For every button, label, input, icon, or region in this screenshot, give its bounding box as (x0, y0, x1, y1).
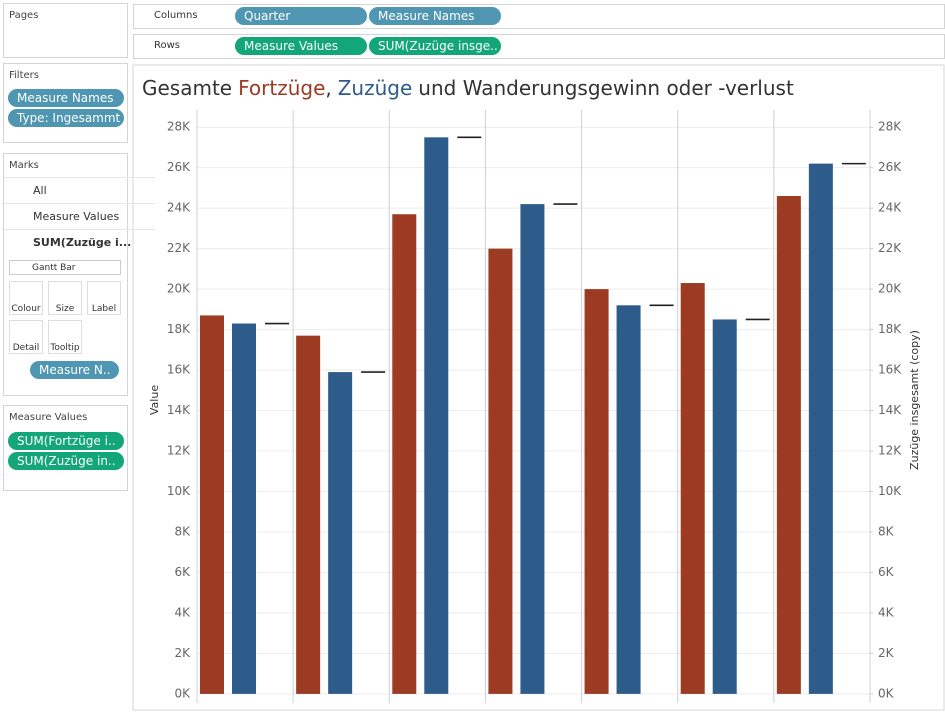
pill[interactable]: Measure Values (235, 37, 367, 55)
pill[interactable]: Measure Names (369, 7, 501, 25)
chart-title: Gesamte Fortzüge, Zuzüge und Wanderungsgewi… (142, 76, 800, 100)
y-tick-label: 26K (167, 160, 191, 174)
y2-axis-label: Zuzüge insgesamt (copy) (908, 330, 921, 470)
pill[interactable]: Quarter (235, 7, 367, 25)
shelf-label: Columns (154, 10, 198, 21)
card-title: Measure Values (9, 412, 88, 423)
marks-button[interactable]: Detail (9, 320, 43, 354)
title-text: , (325, 76, 332, 100)
bar (232, 323, 256, 694)
bar (808, 163, 833, 694)
card-title: Pages (9, 10, 39, 21)
pill[interactable]: SUM(Fortzüge i.. (8, 432, 124, 450)
pill[interactable]: SUM(Zuzüge insge.. (369, 37, 501, 55)
title-series: Fortzüge (238, 76, 326, 100)
bar (680, 283, 705, 694)
bar (776, 196, 801, 694)
bar (200, 315, 224, 694)
y2-tick-label: 14K (878, 403, 902, 417)
y-tick-label: 0K (174, 686, 191, 700)
bar (616, 305, 641, 694)
y-tick-label: 22K (167, 241, 191, 255)
bar (520, 204, 545, 694)
y-tick-label: 18K (167, 322, 191, 336)
y2-tick-label: 26K (878, 160, 902, 174)
pill[interactable]: Measure Names (8, 89, 124, 107)
y-tick-label: 2K (174, 646, 191, 660)
bar (392, 214, 417, 694)
bar (424, 137, 449, 694)
y2-tick-label: 2K (878, 646, 895, 660)
columns-shelf[interactable]: Columns Quarter Measure Names (133, 4, 945, 29)
y2-tick-label: 4K (878, 605, 895, 619)
y2-tick-label: 0K (878, 686, 895, 700)
marks-button[interactable]: Label (87, 281, 121, 315)
bar (712, 319, 737, 694)
y2-tick-label: 6K (878, 565, 895, 579)
y-tick-label: 12K (167, 444, 191, 458)
y2-tick-label: 24K (878, 201, 902, 215)
bar (488, 248, 513, 694)
title-series: Zuzüge (337, 76, 413, 100)
y-tick-label: 14K (167, 403, 191, 417)
bar (584, 289, 609, 694)
rows-shelf[interactable]: Rows Measure Values SUM(Zuzüge insge.. (133, 34, 945, 59)
y-tick-label: 6K (174, 565, 191, 579)
y2-tick-label: 20K (878, 282, 902, 296)
title-text: und Wanderungsgewinn oder -verlust (418, 76, 794, 100)
y-tick-label: 4K (174, 605, 191, 619)
marks-card: Marks All Measure Values SUM(Zuzüge i...… (3, 153, 155, 396)
y2-tick-label: 28K (878, 120, 902, 134)
y-tick-label: 10K (167, 484, 191, 498)
y2-tick-label: 22K (878, 241, 902, 255)
marks-item[interactable]: SUM(Zuzüge i... (4, 229, 155, 255)
y2-tick-label: 16K (878, 363, 902, 377)
shelf-label: Rows (154, 40, 181, 51)
marks-button[interactable]: Size (48, 281, 82, 315)
y-axis-label: Value (148, 385, 161, 415)
pill[interactable]: Measure N.. (30, 361, 119, 379)
pill[interactable]: Type: Ingesammt (8, 109, 124, 127)
card-title: Marks (9, 160, 39, 171)
y2-tick-label: 8K (878, 524, 895, 538)
bar (296, 335, 321, 694)
pages-card: Pages (3, 3, 128, 58)
mark-type-dropdown[interactable]: Gantt Bar (9, 260, 121, 275)
y2-tick-label: 10K (878, 484, 902, 498)
y-tick-label: 20K (167, 282, 191, 296)
title-text: Gesamte (142, 76, 233, 100)
card-title: Filters (9, 70, 39, 81)
filters-card: Filters Measure Names Type: Ingesammt (3, 63, 128, 143)
y-tick-label: 8K (174, 524, 191, 538)
y2-tick-label: 18K (878, 322, 902, 336)
pill[interactable]: SUM(Zuzüge in.. (8, 452, 124, 470)
bar (328, 372, 353, 694)
measure-values-card: Measure Values SUM(Fortzüge i.. SUM(Zuzü… (3, 405, 128, 491)
y-tick-label: 28K (167, 120, 191, 134)
y2-tick-label: 12K (878, 444, 902, 458)
marks-item[interactable]: Measure Values (4, 203, 155, 229)
marks-button[interactable]: Tooltip (48, 320, 82, 354)
marks-item[interactable]: All (4, 177, 155, 203)
y-tick-label: 16K (167, 363, 191, 377)
marks-button[interactable]: Colour (9, 281, 43, 315)
y-tick-label: 24K (167, 201, 191, 215)
